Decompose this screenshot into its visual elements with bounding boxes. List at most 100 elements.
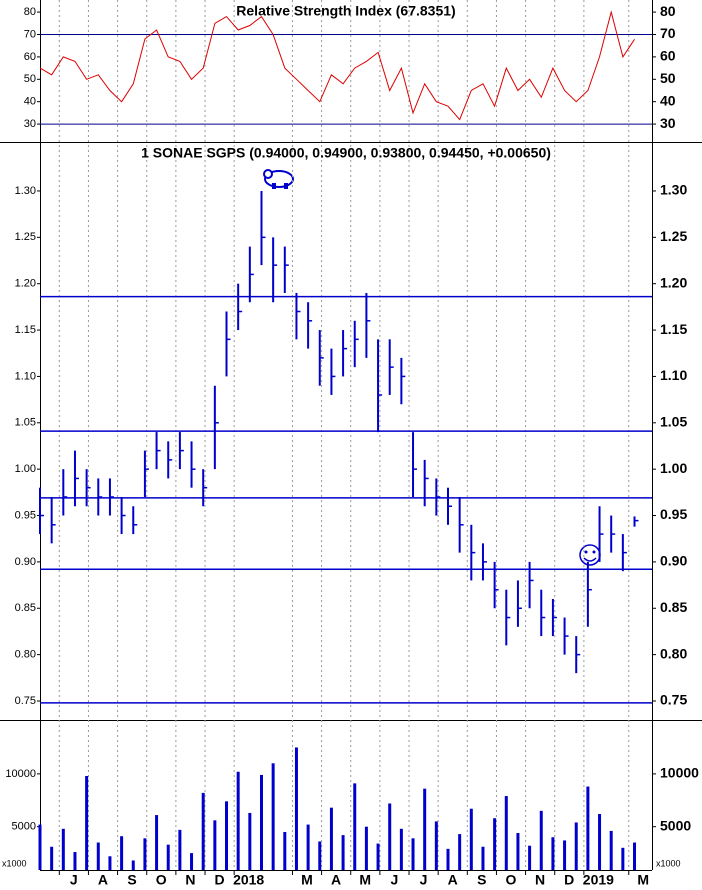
- y-tick-label-right: 70: [660, 25, 676, 41]
- y-tick-label-right: 10000: [660, 765, 699, 781]
- volume-bar: [574, 822, 578, 870]
- volume-bar: [108, 856, 112, 870]
- volume-bar: [294, 747, 298, 870]
- y-tick-label-right: 5000: [660, 817, 691, 833]
- y-tick-label: 70: [24, 28, 36, 40]
- volume-bar: [539, 810, 543, 870]
- volume-bar: [364, 826, 368, 870]
- volume-bar: [131, 860, 135, 870]
- y-tick-label-right: 1.30: [660, 182, 687, 198]
- y-tick-label-right: 50: [660, 70, 676, 86]
- bear-icon: [263, 169, 294, 189]
- bear-head: [263, 169, 273, 179]
- volume-bar: [225, 801, 229, 870]
- unit-label: x1000: [2, 858, 27, 868]
- volume-bar: [259, 774, 263, 870]
- volume-bar: [329, 807, 333, 870]
- x-tick-label: M: [359, 872, 371, 888]
- volume-bar: [376, 843, 380, 870]
- volume-bar: [458, 834, 462, 870]
- volume-bar: [586, 786, 590, 870]
- y-tick-label: 80: [24, 6, 36, 18]
- x-tick-label: A: [331, 872, 341, 888]
- y-tick-label-right: 80: [660, 3, 676, 19]
- volume-bar: [96, 842, 100, 870]
- y-tick-label: 1.00: [15, 463, 36, 475]
- y-tick-label-right: 0.75: [660, 692, 687, 708]
- volume-bar: [236, 771, 240, 870]
- y-tick-label: 50: [24, 73, 36, 85]
- y-tick-label: 60: [24, 51, 36, 63]
- smiley-eye: [592, 550, 596, 554]
- panel-title: Relative Strength Index (67.8351): [236, 3, 455, 19]
- y-tick-label-right: 0.85: [660, 599, 687, 615]
- x-tick-label: 2018: [233, 872, 264, 888]
- y-tick-label: 0.85: [15, 602, 36, 614]
- smiley-mouth: [583, 557, 597, 562]
- volume-bar: [318, 841, 322, 870]
- y-tick-label: 0.95: [15, 509, 36, 521]
- y-tick-label-right: 0.80: [660, 645, 687, 661]
- volume-bar: [516, 833, 520, 870]
- y-tick-label: 1.10: [15, 370, 36, 382]
- volume-bar: [621, 847, 625, 870]
- volume-bar: [551, 837, 555, 870]
- y-tick-label: 1.05: [15, 417, 36, 429]
- smiley-eye: [584, 550, 588, 554]
- y-tick-label-right: 30: [660, 115, 676, 131]
- volume-bar: [166, 844, 170, 870]
- volume-bar: [353, 783, 357, 870]
- bear-leg: [284, 183, 288, 189]
- volume-bar: [528, 845, 532, 870]
- x-tick-label: J: [390, 872, 398, 888]
- volume-bar: [38, 824, 42, 870]
- x-tick-label: J: [70, 872, 78, 888]
- volume-bar: [73, 852, 77, 870]
- volume-bar: [411, 838, 415, 870]
- volume-bar: [178, 829, 182, 870]
- y-tick-label: 0.90: [15, 556, 36, 568]
- volume-bar: [504, 796, 508, 870]
- y-tick-label: 0.80: [15, 649, 36, 661]
- volume-bar: [306, 824, 310, 870]
- volume-bar: [388, 803, 392, 870]
- x-tick-label: O: [156, 872, 167, 888]
- volume-bar: [248, 812, 252, 870]
- volume-bar: [213, 820, 217, 870]
- y-tick-label-right: 1.20: [660, 274, 687, 290]
- volume-bar: [434, 821, 438, 870]
- x-tick-label: A: [448, 872, 458, 888]
- volume-bar: [446, 848, 450, 870]
- y-tick-label-right: 1.25: [660, 228, 687, 244]
- bear-leg: [272, 183, 276, 189]
- x-tick-label: S: [127, 872, 136, 888]
- volume-bar: [399, 828, 403, 870]
- volume-bar: [341, 835, 345, 870]
- y-tick-label: 5000: [12, 821, 36, 833]
- x-tick-label: S: [477, 872, 486, 888]
- y-tick-label-right: 60: [660, 48, 676, 64]
- y-tick-label: 40: [24, 96, 36, 108]
- volume-bar: [201, 792, 205, 870]
- x-tick-label: D: [564, 872, 574, 888]
- y-tick-label: 0.75: [15, 695, 36, 707]
- grid: [58, 0, 630, 870]
- volume-bar: [633, 842, 637, 870]
- panel-title: 1 SONAE SGPS (0.94000, 0.94900, 0.93800,…: [141, 145, 551, 161]
- y-tick-label: 1.20: [15, 278, 36, 290]
- x-tick-label: M: [637, 872, 649, 888]
- volume-bar: [598, 814, 602, 870]
- volume-bar: [155, 815, 159, 870]
- volume-bar: [190, 853, 194, 870]
- y-tick-label-right: 0.95: [660, 506, 687, 522]
- volume-bar: [50, 846, 54, 870]
- x-tick-label: N: [185, 872, 195, 888]
- volume-bar: [283, 831, 287, 870]
- x-tick-label: O: [506, 872, 517, 888]
- volume-bar: [271, 763, 275, 870]
- y-tick-label-right: 1.05: [660, 413, 687, 429]
- unit-label: x1000: [656, 858, 681, 868]
- volume-bar: [61, 828, 65, 870]
- y-tick-label-right: 1.10: [660, 367, 687, 383]
